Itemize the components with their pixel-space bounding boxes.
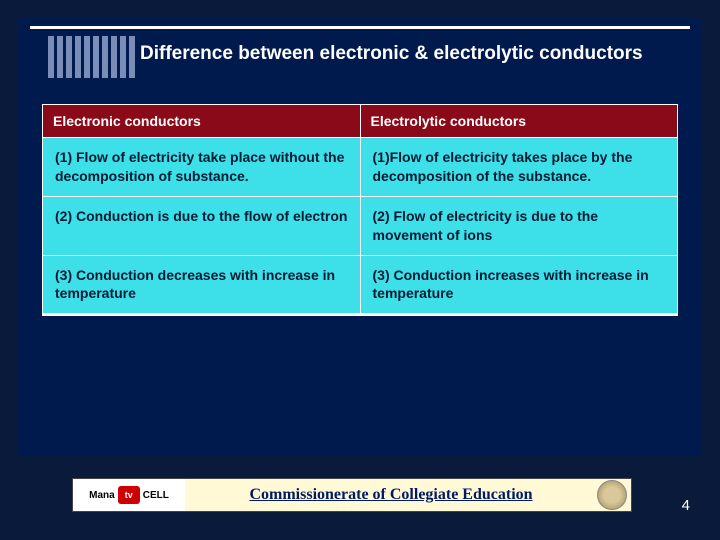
logo-text-cell: CELL (143, 490, 169, 501)
slide-area: Difference between electronic & electrol… (18, 18, 702, 456)
seal-icon (597, 480, 627, 510)
cell-electronic-3: (3) Conduction decreases with increase i… (43, 255, 361, 314)
logo-text-mana: Mana (89, 490, 115, 501)
cell-electrolytic-1: (1)Flow of electricity takes place by th… (360, 138, 678, 197)
table-header-row: Electronic conductors Electrolytic condu… (43, 105, 678, 138)
mana-tv-cell-logo: Mana tv CELL (73, 479, 185, 511)
page-number: 4 (682, 497, 690, 514)
col-header-electronic: Electronic conductors (43, 105, 361, 138)
table-row: (2) Conduction is due to the flow of ele… (43, 196, 678, 255)
cell-electronic-1: (1) Flow of electricity take place witho… (43, 138, 361, 197)
footer-title: Commissionerate of Collegiate Education (185, 486, 597, 504)
col-header-electrolytic: Electrolytic conductors (360, 105, 678, 138)
table-row: (1) Flow of electricity take place witho… (43, 138, 678, 197)
decorative-bars (48, 36, 135, 78)
cell-electrolytic-3: (3) Conduction increases with increase i… (360, 255, 678, 314)
cell-electrolytic-2: (2) Flow of electricity is due to the mo… (360, 196, 678, 255)
tv-icon: tv (118, 486, 140, 504)
footer-banner: Mana tv CELL Commissionerate of Collegia… (72, 478, 632, 512)
slide-title: Difference between electronic & electrol… (140, 42, 660, 66)
comparison-table: Electronic conductors Electrolytic condu… (42, 104, 678, 316)
top-rule (30, 26, 690, 29)
cell-electronic-2: (2) Conduction is due to the flow of ele… (43, 196, 361, 255)
table-row: (3) Conduction decreases with increase i… (43, 255, 678, 314)
